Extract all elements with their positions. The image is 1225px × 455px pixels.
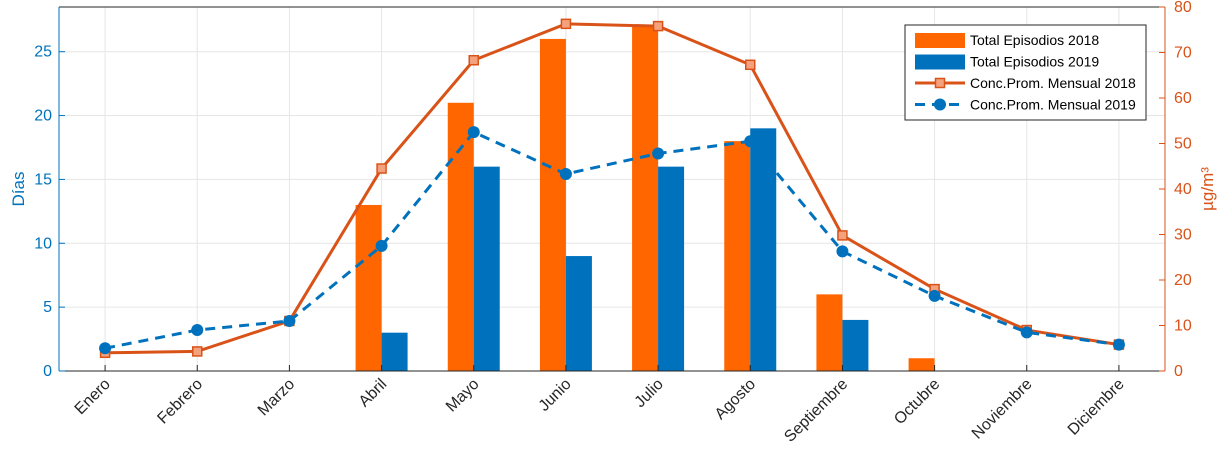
series-line	[105, 22, 1120, 355]
bar	[539, 38, 566, 372]
right-axis-title: µg/m³	[1198, 167, 1217, 211]
bar	[565, 256, 592, 371]
data-point	[928, 289, 941, 302]
x-tick-label: Octubre	[891, 376, 943, 428]
left-tick-label: 5	[43, 299, 52, 316]
left-axis-title: Días	[9, 172, 28, 207]
left-tick-label: 25	[34, 44, 52, 61]
data-point	[191, 324, 204, 337]
lines	[99, 18, 1125, 359]
bars	[355, 26, 935, 372]
right-tick-label: 60	[1174, 90, 1192, 107]
legend-label: Total Episodios 2018	[970, 32, 1099, 48]
data-point	[192, 346, 203, 357]
bar	[750, 128, 777, 371]
left-tick-label: 20	[34, 108, 52, 125]
right-tick-label: 10	[1174, 318, 1192, 335]
bar	[816, 294, 843, 371]
data-point	[467, 126, 480, 139]
legend-swatch	[915, 33, 965, 48]
data-point	[559, 167, 572, 180]
grid	[59, 7, 1165, 372]
data-point	[468, 54, 479, 66]
x-tick-label: Enero	[72, 376, 114, 418]
right-tick-label: 50	[1174, 136, 1192, 153]
right-tick-label: 0	[1174, 363, 1183, 380]
x-tick-label: Septiembre	[781, 376, 851, 446]
x-tick-label: Noviembre	[969, 376, 1036, 443]
data-point	[745, 59, 756, 71]
x-tick-label: Agosto	[712, 376, 759, 423]
x-tick-label: Abril	[356, 376, 391, 411]
legend-label: Conc.Prom. Mensual 2019	[970, 97, 1136, 113]
series-line	[104, 130, 1120, 350]
left-tick-label: 0	[43, 363, 52, 380]
right-tick-label: 30	[1174, 227, 1192, 244]
x-tick-label: Julio	[632, 376, 667, 411]
data-point	[744, 135, 757, 148]
bar	[447, 102, 474, 371]
bar	[658, 166, 685, 371]
right-tick-label: 40	[1174, 181, 1192, 198]
x-tick-label: Febrero	[154, 376, 206, 428]
right-tick-label: 20	[1174, 272, 1192, 289]
bar	[842, 319, 869, 371]
right-tick-label: 80	[1174, 0, 1192, 16]
legend-swatch	[915, 54, 965, 70]
data-point	[560, 18, 572, 30]
right-tick-label: 70	[1174, 45, 1192, 62]
data-point	[1112, 338, 1125, 351]
data-point	[376, 163, 387, 174]
bar	[908, 358, 935, 371]
data-point	[375, 239, 388, 252]
data-point	[1020, 326, 1033, 339]
left-tick-label: 10	[34, 235, 52, 252]
bar	[632, 26, 659, 371]
legend-label: Conc.Prom. Mensual 2018	[970, 75, 1136, 91]
bar	[724, 141, 751, 371]
data-point	[652, 147, 665, 160]
data-point	[836, 245, 849, 258]
bar	[355, 204, 382, 371]
x-tick-label: Mayo	[443, 376, 483, 416]
bar	[473, 166, 500, 371]
data-point	[99, 342, 112, 355]
legend-label: Total Episodios 2019	[970, 54, 1099, 70]
data-point	[837, 230, 848, 241]
x-tick-label: Diciembre	[1065, 376, 1128, 439]
x-tick-label: Junio	[536, 376, 575, 415]
legend: Total Episodios 2018 Total Episodios 2019…	[904, 24, 1147, 121]
data-point	[652, 20, 664, 32]
legend-marker	[934, 77, 946, 89]
data-point	[283, 314, 296, 327]
x-tick-label: Marzo	[255, 376, 299, 420]
bar	[381, 332, 408, 371]
left-tick-label: 15	[34, 171, 52, 188]
legend-marker	[934, 98, 946, 111]
